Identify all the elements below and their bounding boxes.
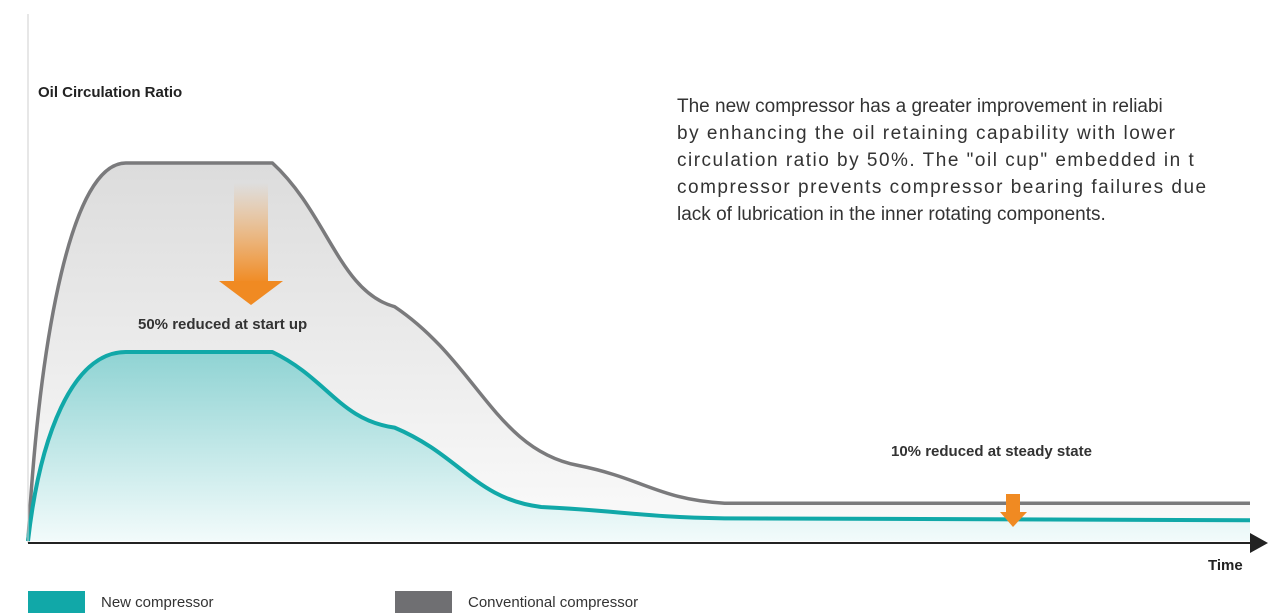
plot-area xyxy=(26,161,1251,542)
steady-reduction-arrow xyxy=(1000,494,1027,527)
legend-swatch-new xyxy=(28,591,85,613)
x-axis-arrowhead xyxy=(1250,533,1268,553)
x-axis-label: Time xyxy=(1208,557,1243,574)
description-line: circulation ratio by 50%. The "oil cup" … xyxy=(677,150,1196,171)
legend-swatch-conventional xyxy=(395,591,452,613)
legend-label-new: New compressor xyxy=(101,593,214,611)
legend-label-conventional: Conventional compressor xyxy=(468,593,639,611)
description-line: by enhancing the oil retaining capabilit… xyxy=(677,123,1177,144)
startup-annotation: 50% reduced at start up xyxy=(138,316,308,333)
description-line: lack of lubrication in the inner rotatin… xyxy=(677,204,1106,225)
description-line: The new compressor has a greater improve… xyxy=(677,96,1163,117)
steady-annotation: 10% reduced at steady state xyxy=(891,443,1092,460)
legend-item-new: New compressor xyxy=(28,591,214,613)
legend-item-conventional: Conventional compressor xyxy=(395,591,638,613)
description-text: The new compressor has a greater improve… xyxy=(677,93,1271,228)
description-line: compressor prevents compressor bearing f… xyxy=(677,177,1208,198)
y-axis-label: Oil Circulation Ratio xyxy=(38,84,183,101)
line-conventional xyxy=(26,161,1250,542)
startup-reduction-arrow xyxy=(219,183,283,305)
line-new xyxy=(26,349,1251,542)
